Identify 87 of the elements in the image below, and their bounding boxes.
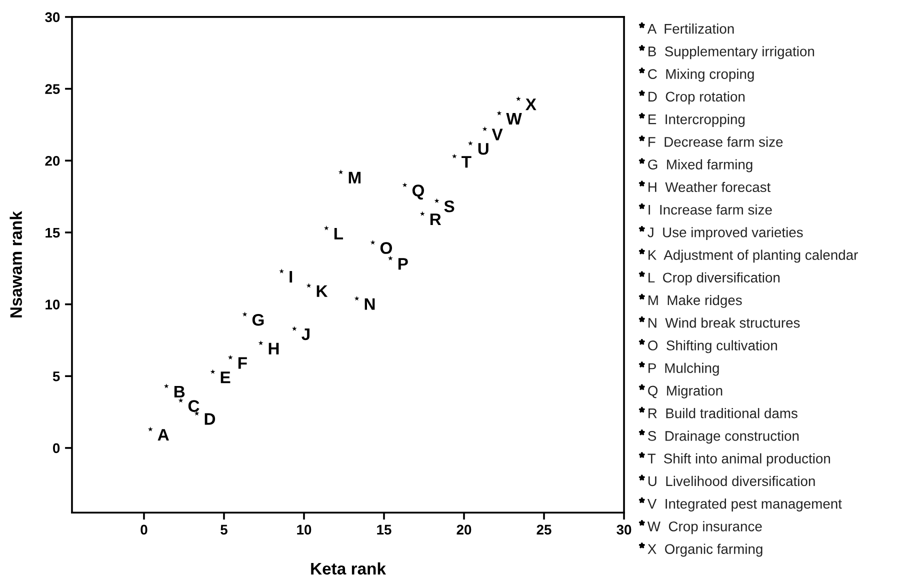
x-tick-label: 0	[140, 524, 148, 535]
y-tick-label: 5	[52, 372, 60, 382]
annotation: X	[526, 98, 536, 110]
point	[210, 369, 216, 374]
y-tick-label: 15	[46, 228, 60, 238]
point	[228, 354, 233, 360]
x-tick-label: 15	[377, 524, 392, 535]
text: J Use improved varieties	[648, 227, 803, 240]
text: F Decrease farm size	[648, 136, 783, 147]
text: E Intercropping	[648, 114, 745, 127]
annotation: A	[158, 429, 169, 441]
y-tick-label: 30	[45, 12, 60, 22]
annotation: T	[462, 156, 472, 168]
point	[420, 211, 425, 216]
point	[324, 226, 329, 230]
point	[388, 256, 393, 260]
text: W Crop insurance	[647, 521, 762, 534]
annotation: H	[268, 342, 279, 354]
annotation: J	[302, 328, 310, 340]
annotation: M	[348, 172, 361, 184]
text: H Weather forecast	[648, 182, 771, 192]
y-tick-label: 20	[45, 156, 60, 166]
text: D Crop rotation	[648, 91, 745, 104]
annotation: U	[478, 143, 488, 155]
text: I Increase farm size	[648, 204, 772, 215]
text: N Wind break structures	[648, 318, 800, 328]
text: B Supplementary irrigation	[648, 46, 814, 60]
annotation: Q	[412, 184, 424, 200]
text: P Mulching	[648, 362, 719, 376]
point	[242, 312, 248, 316]
annotation: B	[174, 386, 185, 398]
text: U Livelihood diversification	[648, 476, 815, 486]
point	[338, 170, 344, 174]
text: O Shifting cultivation	[648, 340, 777, 354]
text: R Build traditional dams	[648, 408, 798, 418]
text: V Integrated pest management	[647, 498, 842, 512]
point	[496, 110, 502, 116]
text: M Make ridges	[648, 294, 742, 308]
annotation: E	[220, 372, 230, 384]
annotation: V	[492, 128, 503, 140]
annotation: N	[364, 298, 375, 310]
text: G Mixed farming	[648, 159, 752, 172]
point	[402, 182, 408, 188]
point	[354, 296, 360, 301]
point	[148, 426, 153, 432]
point	[434, 198, 440, 203]
text: L Crop diversification	[648, 272, 780, 286]
annotation: K	[316, 285, 328, 297]
x-tick-label: 30	[616, 524, 632, 535]
annotation: O	[380, 242, 392, 254]
point	[258, 340, 264, 346]
text: A Fertilization	[647, 24, 734, 34]
y-axis-title: Nsawam rank	[10, 211, 22, 318]
y-tick-label: 0	[53, 443, 60, 454]
point	[452, 154, 457, 158]
y-tick-label: 10	[46, 300, 60, 310]
point	[482, 126, 488, 132]
point	[516, 96, 521, 101]
annotation: G	[252, 314, 264, 326]
x-tick-label: 10	[297, 524, 312, 535]
point	[468, 140, 473, 146]
y-tick-label: 25	[45, 84, 60, 94]
point	[178, 398, 184, 403]
annotation: W	[506, 113, 522, 124]
annotation: S	[444, 200, 454, 212]
text: S Drainage construction	[648, 430, 799, 444]
annotation: R	[430, 214, 442, 226]
point	[279, 268, 284, 274]
text: C Mixing croping	[648, 68, 754, 82]
point	[292, 326, 297, 331]
annotation: P	[398, 258, 408, 270]
x-tick-label: 25	[536, 524, 552, 535]
annotation: C	[188, 400, 200, 412]
annotation: D	[204, 413, 216, 425]
text: X Organic farming	[648, 544, 762, 557]
annotation: L	[334, 228, 344, 240]
x-tick-label: 5	[220, 524, 228, 535]
text: K Adjustment of planting calendar	[648, 250, 858, 263]
point	[164, 384, 169, 388]
annotation: F	[238, 357, 247, 369]
annotation: I	[290, 271, 292, 283]
point	[306, 283, 312, 288]
point	[370, 240, 376, 245]
x-tick-label: 20	[456, 524, 472, 535]
text: T Shift into animal production	[648, 453, 830, 466]
x-axis-title: Keta rank	[311, 562, 386, 575]
text: Q Migration	[648, 385, 722, 398]
